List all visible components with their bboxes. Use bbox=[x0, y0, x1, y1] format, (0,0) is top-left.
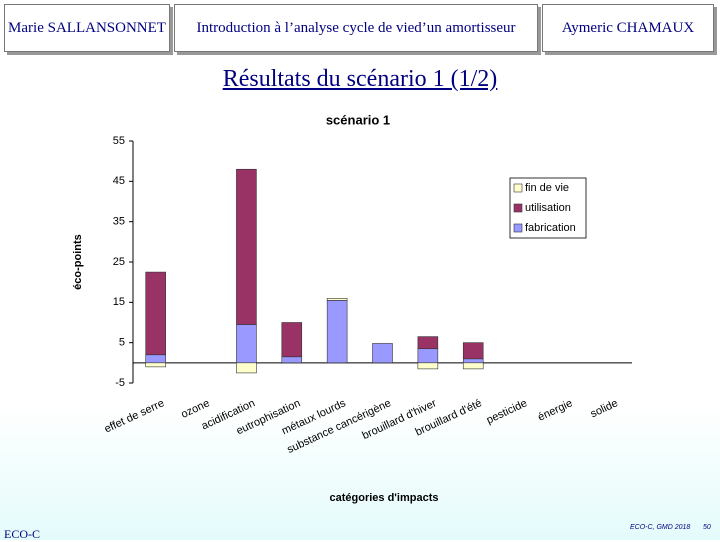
bar-segment bbox=[145, 354, 166, 364]
bar-segment bbox=[145, 271, 166, 356]
footer-left: ECO-C bbox=[4, 527, 40, 541]
y-tick-label: 15 bbox=[113, 296, 125, 308]
bar-segment bbox=[281, 356, 303, 364]
y-tick-label: 55 bbox=[113, 135, 125, 147]
bar-segment bbox=[417, 362, 439, 370]
y-tick-label: 5 bbox=[119, 337, 125, 349]
bar-segment bbox=[417, 348, 439, 364]
header-center: Introduction à l’analyse cycle de vied’u… bbox=[174, 4, 538, 52]
bar-segment bbox=[281, 322, 303, 358]
x-axis-label: catégories d'impacts bbox=[330, 492, 439, 504]
y-tick-label: 45 bbox=[113, 175, 125, 187]
legend-swatch bbox=[513, 203, 523, 213]
y-axis-label: éco-points bbox=[72, 234, 84, 290]
bar-segment bbox=[462, 358, 484, 364]
y-tick-label: 25 bbox=[113, 256, 125, 268]
legend-label: fabrication bbox=[525, 222, 576, 234]
x-tick-label: effet de serre bbox=[103, 397, 167, 435]
bar-segment bbox=[326, 300, 348, 364]
chart-title: scénario 1 bbox=[326, 112, 390, 127]
x-tick-label: solide bbox=[589, 397, 620, 420]
x-tick-label: pesticide bbox=[485, 397, 529, 426]
bar-segment bbox=[462, 342, 484, 360]
slide-title: Résultats du scénario 1 (1/2) bbox=[222, 66, 498, 92]
bar-segment bbox=[462, 362, 484, 370]
bar-segment bbox=[236, 324, 257, 364]
legend-swatch bbox=[513, 183, 523, 193]
bar-segment bbox=[372, 343, 393, 364]
bar-segment bbox=[145, 362, 166, 368]
bar-segment bbox=[326, 297, 348, 301]
legend-label: fin de vie bbox=[525, 182, 569, 194]
y-tick-label: 35 bbox=[113, 216, 125, 228]
bar-segment bbox=[417, 336, 439, 350]
legend-box bbox=[509, 177, 587, 239]
x-tick-label: énergie bbox=[536, 397, 574, 423]
header-left: Marie SALLANSONNET bbox=[4, 4, 170, 52]
bar-segment bbox=[236, 168, 257, 325]
header-right: Aymeric CHAMAUX bbox=[542, 4, 714, 52]
bar-segment bbox=[236, 362, 257, 374]
footer-center: ECO-C, GMD 2018 bbox=[630, 524, 691, 531]
page-number: 50 bbox=[703, 524, 711, 531]
legend-swatch bbox=[513, 223, 523, 233]
chart: scénario 1 éco-points catégories d'impac… bbox=[72, 112, 632, 504]
legend-label: utilisation bbox=[525, 202, 571, 214]
y-tick-label: -5 bbox=[115, 377, 125, 389]
